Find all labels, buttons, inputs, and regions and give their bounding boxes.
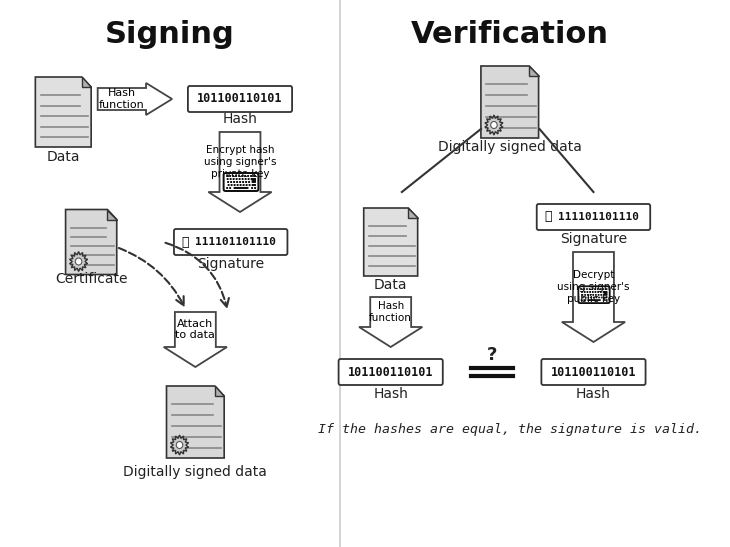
- Polygon shape: [69, 252, 88, 271]
- Text: Digitally signed data: Digitally signed data: [123, 465, 267, 479]
- Polygon shape: [171, 435, 188, 455]
- FancyArrowPatch shape: [166, 243, 229, 307]
- Text: Hash: Hash: [576, 387, 611, 401]
- Polygon shape: [35, 77, 91, 147]
- Polygon shape: [562, 252, 625, 342]
- Text: Decrypt
using signer's
public key: Decrypt using signer's public key: [557, 270, 630, 304]
- Text: 111101101110: 111101101110: [195, 237, 276, 247]
- FancyBboxPatch shape: [188, 86, 292, 112]
- Text: Attach
to data: Attach to data: [175, 319, 215, 340]
- Polygon shape: [164, 312, 227, 367]
- Polygon shape: [481, 66, 539, 138]
- Text: Data: Data: [47, 150, 80, 164]
- Text: Signature: Signature: [560, 232, 627, 246]
- Polygon shape: [364, 208, 418, 276]
- Text: 101100110101: 101100110101: [197, 92, 283, 106]
- Text: Data: Data: [374, 278, 407, 292]
- Text: Digitally signed data: Digitally signed data: [438, 140, 582, 154]
- Text: Certificate: Certificate: [55, 272, 128, 286]
- Polygon shape: [98, 83, 172, 115]
- FancyBboxPatch shape: [537, 204, 650, 230]
- Polygon shape: [408, 208, 418, 218]
- Text: Signing: Signing: [104, 20, 234, 49]
- FancyArrowPatch shape: [119, 248, 184, 305]
- Text: Encrypt hash
using signer's
private key: Encrypt hash using signer's private key: [204, 146, 276, 179]
- Polygon shape: [166, 386, 224, 458]
- Text: ⌨: ⌨: [575, 285, 612, 309]
- Text: 111101101110: 111101101110: [558, 212, 639, 222]
- Text: Verification: Verification: [411, 20, 609, 49]
- Polygon shape: [66, 210, 117, 275]
- Text: Hash: Hash: [373, 387, 408, 401]
- FancyBboxPatch shape: [542, 359, 645, 385]
- Text: 101100110101: 101100110101: [348, 365, 434, 379]
- Text: If the hashes are equal, the signature is valid.: If the hashes are equal, the signature i…: [318, 422, 702, 435]
- Polygon shape: [529, 66, 539, 76]
- Text: 101100110101: 101100110101: [550, 365, 637, 379]
- Polygon shape: [107, 210, 117, 219]
- FancyBboxPatch shape: [174, 229, 288, 255]
- Text: 🔒: 🔒: [544, 211, 552, 224]
- Text: Hash: Hash: [223, 112, 258, 126]
- Polygon shape: [485, 115, 503, 135]
- FancyBboxPatch shape: [339, 359, 443, 385]
- Polygon shape: [215, 386, 224, 396]
- Polygon shape: [359, 297, 423, 347]
- Text: Hash
function: Hash function: [369, 301, 412, 323]
- Text: ?: ?: [487, 346, 497, 364]
- Polygon shape: [82, 77, 91, 87]
- Circle shape: [75, 258, 82, 265]
- Polygon shape: [208, 132, 272, 212]
- Circle shape: [491, 121, 497, 129]
- Text: 🔒: 🔒: [181, 236, 189, 248]
- Text: ⌨: ⌨: [220, 170, 260, 198]
- Circle shape: [176, 441, 182, 449]
- Text: Hash
function: Hash function: [99, 88, 145, 110]
- Text: Signature: Signature: [197, 257, 264, 271]
